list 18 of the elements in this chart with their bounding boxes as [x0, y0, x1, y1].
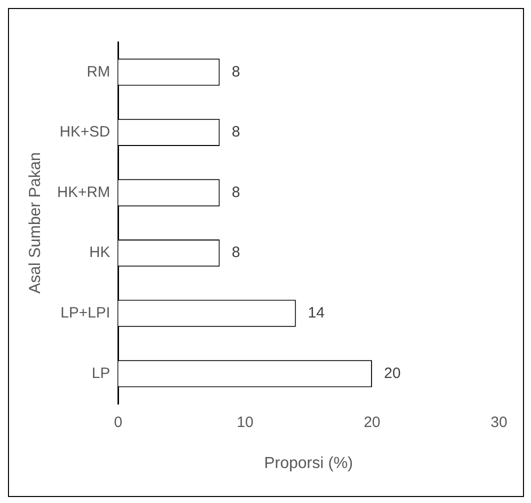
- data-label: 14: [308, 304, 325, 322]
- x-axis-title: Proporsi (%): [264, 454, 354, 472]
- y-tick-label: HK: [89, 244, 110, 262]
- y-tick-label: HK+RM: [57, 184, 110, 201]
- x-tick-label: 20: [364, 414, 380, 431]
- data-label: 8: [232, 124, 240, 141]
- data-label: 8: [232, 244, 240, 262]
- y-tick-label: LP: [92, 364, 110, 382]
- y-tick-label: HK+SD: [60, 124, 110, 141]
- data-label: 20: [384, 364, 401, 382]
- y-axis-title: Asal Sumber Pakan: [27, 152, 44, 294]
- x-tick-label: 10: [236, 414, 254, 431]
- data-label: 8: [232, 184, 240, 201]
- y-tick-label: RM: [86, 63, 110, 80]
- x-tick-label: 0: [114, 414, 122, 431]
- x-tick-label: 30: [490, 414, 508, 431]
- data-label: 8: [232, 63, 240, 80]
- y-tick-label: LP+LPI: [60, 304, 110, 322]
